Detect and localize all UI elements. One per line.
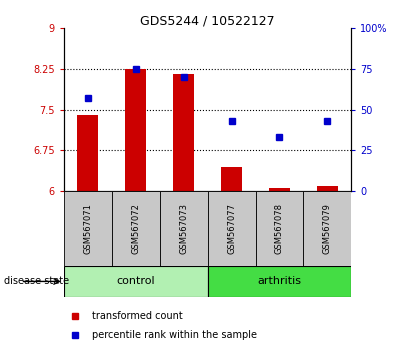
Bar bbox=[173, 74, 194, 191]
Text: arthritis: arthritis bbox=[257, 276, 302, 286]
Text: GSM567078: GSM567078 bbox=[275, 203, 284, 254]
Bar bbox=[208, 266, 351, 297]
Bar bbox=[159, 191, 208, 266]
Text: GSM567072: GSM567072 bbox=[131, 203, 140, 254]
Text: control: control bbox=[116, 276, 155, 286]
Bar bbox=[64, 191, 112, 266]
Text: transformed count: transformed count bbox=[92, 311, 183, 321]
Title: GDS5244 / 10522127: GDS5244 / 10522127 bbox=[140, 14, 275, 27]
Bar bbox=[112, 191, 159, 266]
Bar bbox=[64, 266, 208, 297]
Bar bbox=[125, 69, 146, 191]
Bar bbox=[77, 115, 99, 191]
Text: GSM567079: GSM567079 bbox=[323, 203, 332, 254]
Bar bbox=[256, 191, 303, 266]
Bar bbox=[303, 191, 351, 266]
Text: disease state: disease state bbox=[4, 276, 69, 286]
Text: GSM567071: GSM567071 bbox=[83, 203, 92, 254]
Bar bbox=[316, 186, 338, 191]
Bar bbox=[221, 167, 242, 191]
Bar bbox=[208, 191, 256, 266]
Bar bbox=[269, 188, 290, 191]
Text: GSM567073: GSM567073 bbox=[179, 203, 188, 254]
Text: percentile rank within the sample: percentile rank within the sample bbox=[92, 330, 257, 340]
Text: GSM567077: GSM567077 bbox=[227, 203, 236, 254]
